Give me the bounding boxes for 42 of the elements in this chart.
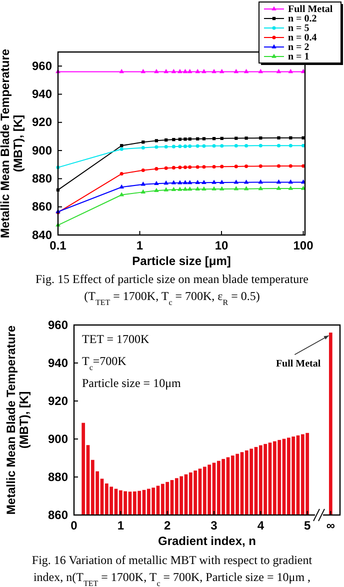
legend-label: n = 5	[288, 23, 310, 34]
x-tick-label: 1	[136, 238, 144, 253]
y-tick-label: 940	[48, 356, 68, 370]
y-tick-label: 960	[48, 318, 68, 332]
annotation: Particle size = 10μm	[82, 376, 182, 390]
legend-label: n = 0.2	[288, 14, 317, 24]
x-tick-label: 5	[304, 518, 311, 533]
y-axis-title: Metallic Mean Blade Temperature (MBT), [K]	[4, 325, 31, 515]
x-tick-label: 100	[293, 238, 314, 253]
x-tick-label: 3	[210, 518, 218, 533]
legend-label: n = 0.4	[288, 32, 317, 44]
legend-label: n = 2	[288, 42, 310, 53]
x-tick-label: 1	[117, 518, 124, 533]
y-tick-label: 880	[48, 470, 68, 484]
caption: Fig. 15 Effect of particle size on mean blade temperature	[36, 272, 308, 286]
text: (T$_{TET}$ = 1700K, T$_{c}$ = 700K, ε$_{R}$ = 0.5)	[84, 289, 260, 306]
y-tick-label: 920	[32, 115, 52, 130]
annotation: TET = 1700K	[82, 332, 150, 346]
y-tick-label: 920	[48, 394, 68, 408]
annotation: Full Metal	[276, 358, 321, 370]
x-axis-title: Gradient index, n	[158, 534, 256, 548]
legend-label: Full Metal	[288, 4, 333, 15]
y-tick-label: 940	[32, 87, 52, 102]
text: index, n(T$_{TET}$ = 1700K, T$_{c}$ = 700K, Particle size = 10μm ,	[33, 570, 311, 587]
x-axis-title: Particle size [μm]	[132, 254, 231, 268]
y-axis-title: Metallic Mean Blade Temperature (MBT), [K]	[0, 48, 25, 238]
x-tick-label: 10	[214, 238, 229, 253]
x-tick-label: 4	[257, 518, 264, 533]
y-tick-label: 960	[32, 58, 52, 73]
y-tick-label: 860	[32, 200, 52, 214]
annotation: T$_{c}$=700K	[82, 354, 127, 372]
x-tick-label: 0	[70, 518, 78, 533]
y-tick-label: 880	[32, 172, 52, 186]
x-tick-label: ∞	[326, 518, 336, 533]
x-tick-label: 0.1	[50, 238, 67, 253]
caption: Fig. 16 Variation of metallic MBT with respect to gradient	[32, 553, 313, 567]
y-tick-label: 900	[48, 432, 68, 446]
legend-label: n = 1	[288, 52, 310, 62]
y-tick-label: 860	[48, 508, 68, 522]
y-tick-label: 840	[32, 228, 52, 242]
y-tick-label: 900	[32, 143, 52, 158]
x-tick-label: 2	[164, 518, 171, 533]
